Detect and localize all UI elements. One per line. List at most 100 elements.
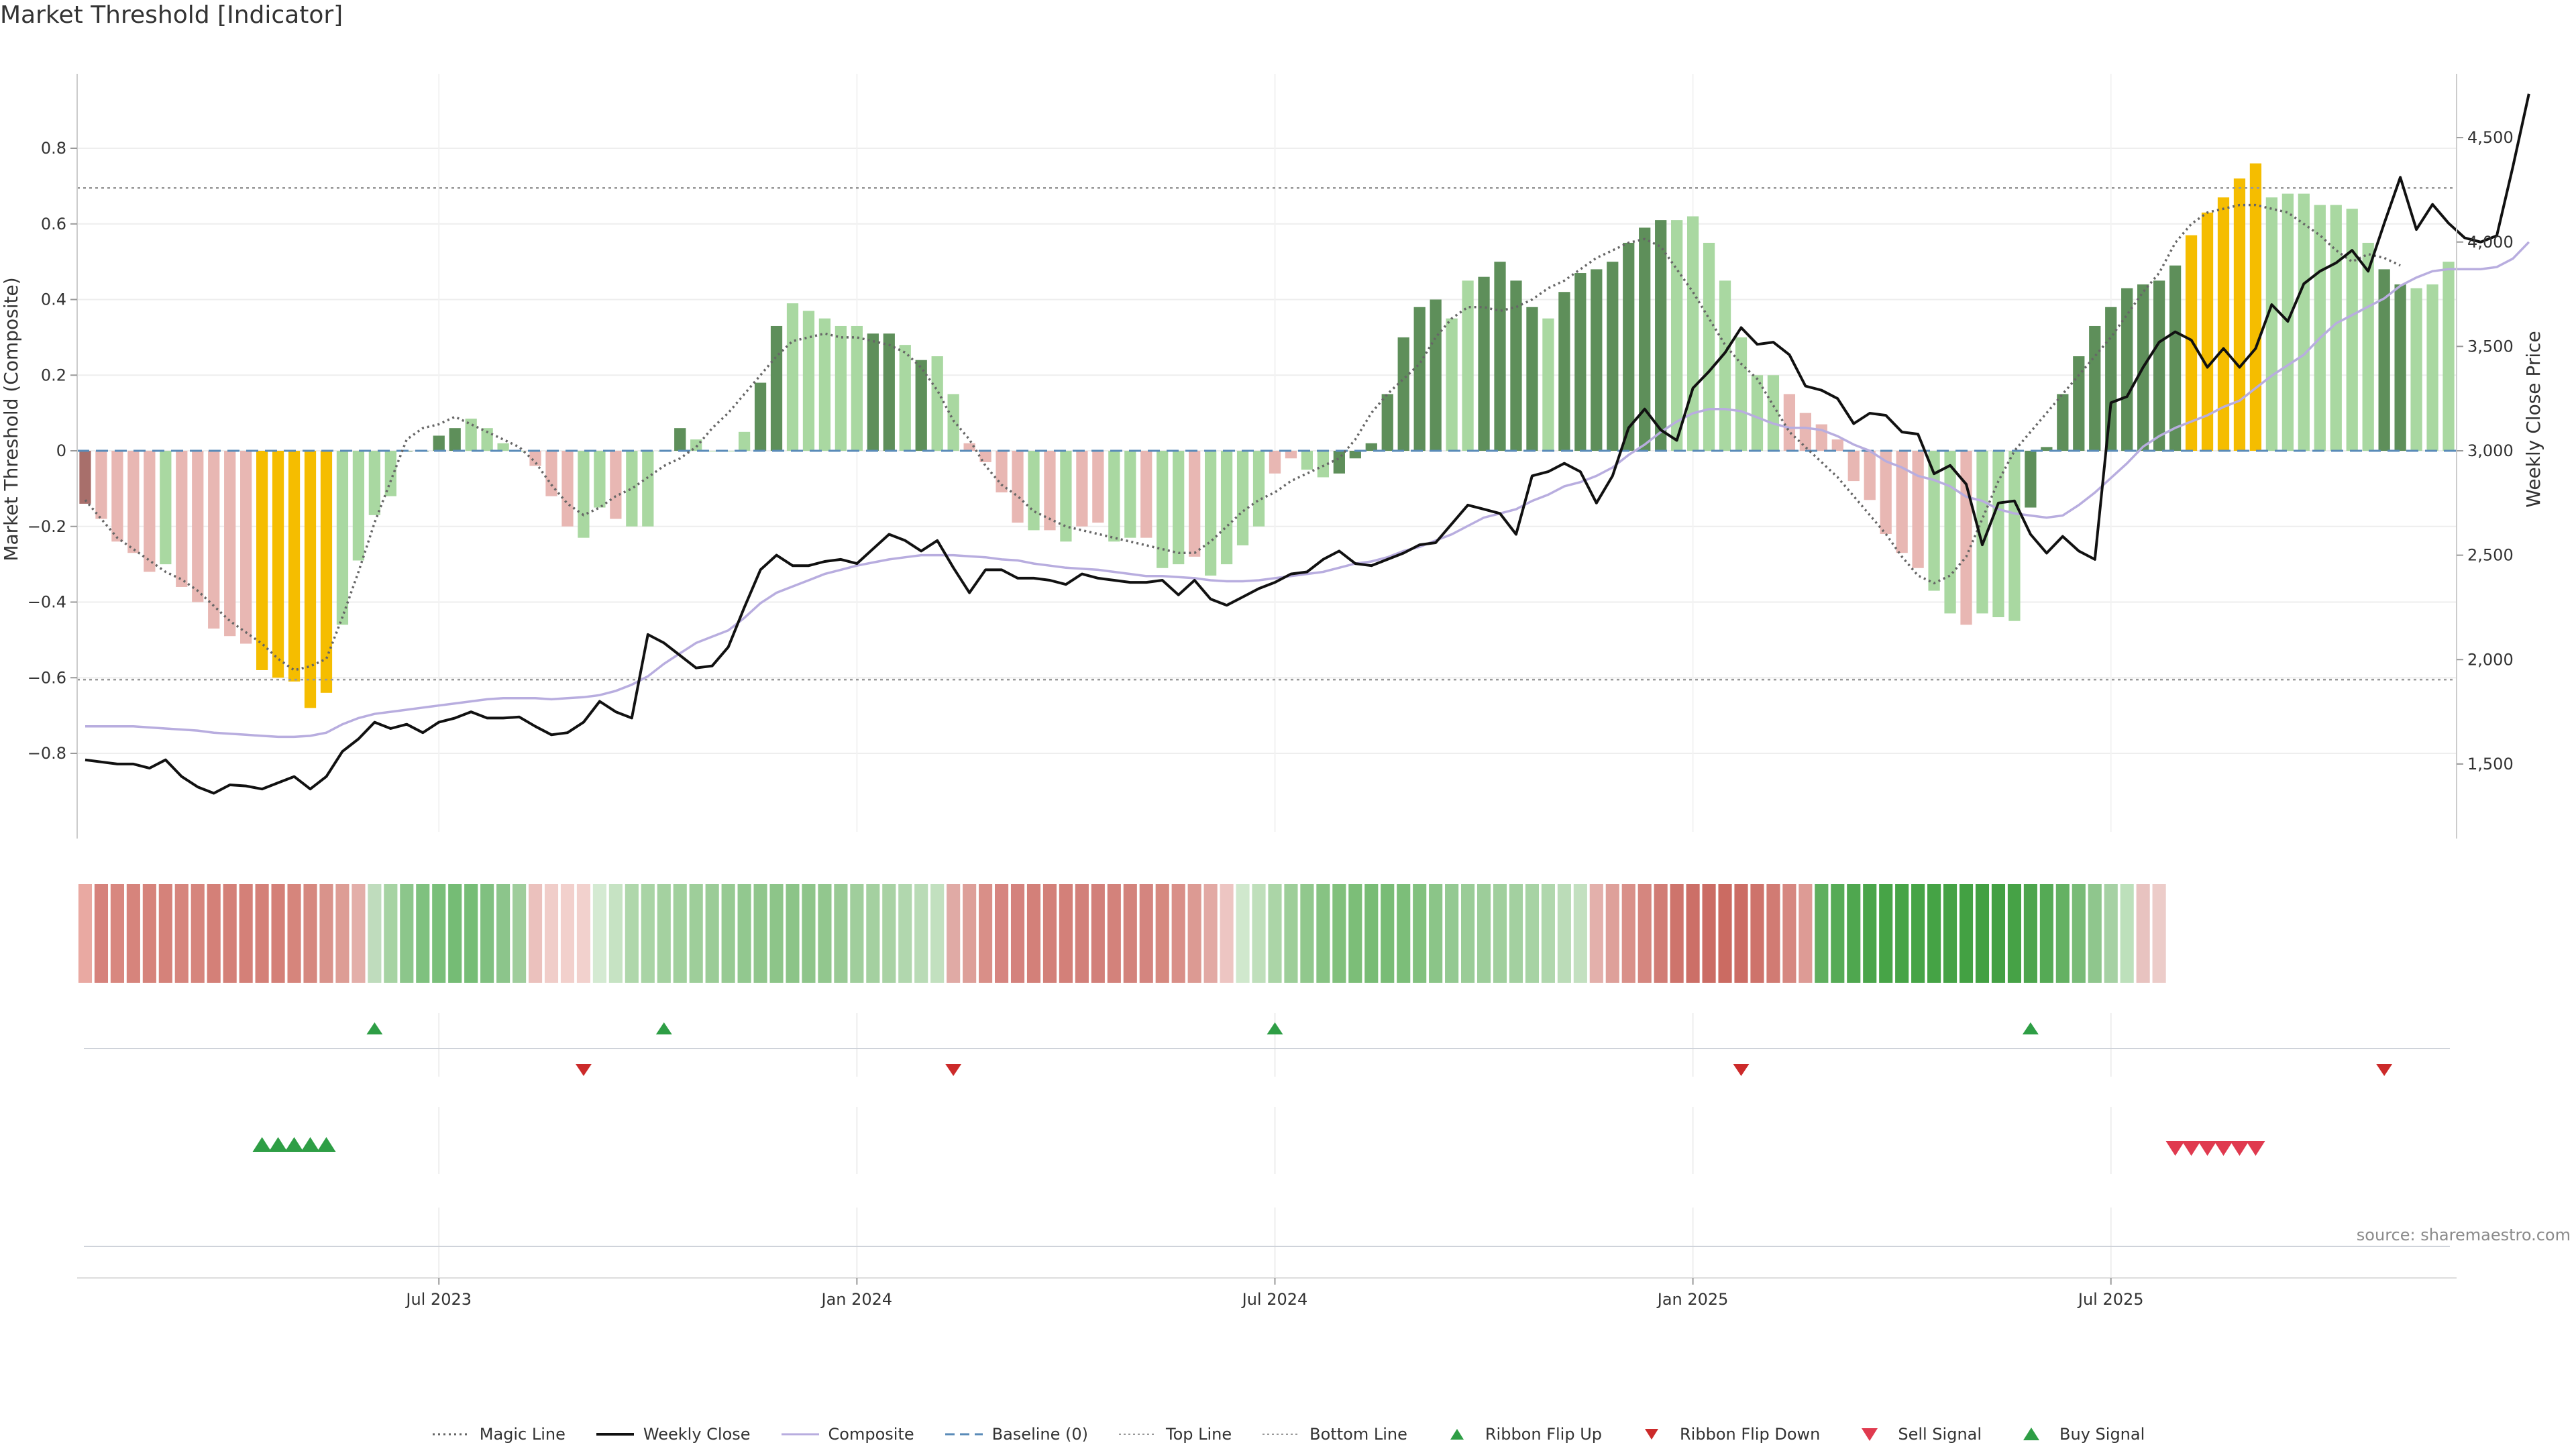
ribbon-cell — [1107, 884, 1121, 983]
ribbon-cell — [368, 884, 382, 983]
composite-bar — [497, 443, 509, 451]
composite-bar — [2265, 197, 2278, 451]
ribbon-cell — [1493, 884, 1507, 983]
legend-label: Buy Signal — [2059, 1425, 2145, 1444]
y2-tick-label: 4,000 — [2467, 233, 2514, 252]
indicator-lines — [77, 93, 2530, 795]
composite-bar — [610, 451, 622, 519]
legend-item-magic: Magic Line — [431, 1425, 566, 1444]
ribbon-cell — [2007, 884, 2021, 983]
ribbon-flip-up-marker — [2022, 1022, 2039, 1034]
ribbon-cell — [689, 884, 703, 983]
composite-bar — [224, 451, 236, 637]
ribbon-cell — [769, 884, 784, 983]
y2-tick-label: 2,500 — [2467, 546, 2514, 565]
ribbon-cell — [1348, 884, 1362, 983]
ribbon-cell — [1815, 884, 1829, 983]
ribbon-cell — [1139, 884, 1153, 983]
composite-bar — [931, 356, 943, 451]
x-tick-label: Jul 2023 — [405, 1290, 472, 1309]
composite-bar — [1928, 451, 1940, 591]
y2-tick-label: 3,500 — [2467, 337, 2514, 356]
legend-baseline-swatch — [944, 1427, 984, 1442]
composite-bar — [272, 451, 284, 678]
ribbon-cell — [1734, 884, 1748, 983]
ribbon-cell — [979, 884, 993, 983]
ribbon-cell — [1042, 884, 1057, 983]
composite-bar — [79, 451, 91, 504]
ribbon-cell — [1863, 884, 1877, 983]
ribbon-cell — [641, 884, 655, 983]
ribbon-cell — [174, 884, 189, 983]
composite-bar — [2330, 205, 2342, 451]
ribbon-cell — [432, 884, 446, 983]
composite-bar — [690, 439, 702, 451]
triangle-up-icon — [2011, 1427, 2051, 1442]
ribbon-cell — [1509, 884, 1523, 983]
composite-bar — [144, 451, 156, 572]
composite-bar — [1751, 375, 1764, 451]
ribbon-cell — [1300, 884, 1314, 983]
composite-bar — [578, 451, 590, 538]
y2-tick-label: 3,000 — [2467, 441, 2514, 460]
ribbon-cell — [1702, 884, 1716, 983]
composite-bar — [1510, 280, 1522, 451]
legend-label: Weekly Close — [643, 1425, 751, 1444]
composite-bar — [2410, 288, 2422, 451]
ribbon-cell — [898, 884, 912, 983]
composite-bar — [1799, 413, 1811, 451]
legend-item-flipup: Ribbon Flip Up — [1437, 1425, 1602, 1444]
ribbon-cell — [866, 884, 880, 983]
legend-item-composite: Composite — [780, 1425, 914, 1444]
composite-bar — [368, 451, 381, 515]
ribbon-cell — [94, 884, 109, 983]
ribbon-cell — [1670, 884, 1684, 983]
ribbon-cell — [721, 884, 735, 983]
composite-bar — [770, 325, 783, 451]
ribbon-cell — [1010, 884, 1025, 983]
legend-label: Ribbon Flip Down — [1680, 1425, 1821, 1444]
composite-bar — [2169, 265, 2182, 451]
composite-bar — [1864, 451, 1876, 500]
composite-bar — [1639, 227, 1651, 451]
composite-bar — [1847, 451, 1860, 482]
ribbon-cell — [1766, 884, 1780, 983]
buy-signal-marker — [268, 1137, 288, 1152]
legend-label: Ribbon Flip Up — [1485, 1425, 1602, 1444]
buy-signal-marker — [301, 1137, 320, 1152]
ribbon-cell — [705, 884, 719, 983]
ribbon-cell — [1252, 884, 1266, 983]
composite-line — [85, 241, 2530, 739]
composite-bar — [2008, 451, 2021, 621]
composite-bar — [208, 451, 220, 629]
ribbon-cell — [1799, 884, 1813, 983]
y2-tick-label: 2,000 — [2467, 650, 2514, 669]
composite-bar — [1462, 280, 1474, 451]
composite-bar — [738, 431, 751, 451]
ribbon-cell — [2088, 884, 2102, 983]
y2-axis-label: Weekly Close Price — [2522, 331, 2544, 507]
composite-bar — [1735, 337, 1748, 451]
legend: Magic Line Weekly Close Composite Baseli… — [0, 1421, 2576, 1448]
legend-item-flipdown: Ribbon Flip Down — [1631, 1425, 1820, 1444]
composite-bar — [1558, 292, 1570, 451]
composite-bar — [899, 345, 911, 451]
composite-bar — [867, 333, 879, 451]
composite-bar — [674, 428, 686, 451]
ribbon-cell — [1927, 884, 1941, 983]
ribbon-flip-up-marker — [1267, 1022, 1283, 1034]
composite-bar — [2073, 356, 2085, 451]
ribbon-cell — [914, 884, 928, 983]
legend-composite-line-swatch — [780, 1427, 820, 1442]
composite-bar — [754, 382, 767, 451]
composite-bar — [384, 451, 396, 496]
ribbon-cell — [1203, 884, 1218, 983]
axes: 0.8 0.6 0.4 0.2 0 −0.2 −0.4 −0.6 −0.8 4,500 4,000 3… — [28, 74, 2514, 1309]
composite-bar — [2298, 193, 2310, 451]
ribbon-cell — [1187, 884, 1201, 983]
composite-bar — [545, 451, 557, 496]
ribbon-cell — [1381, 884, 1395, 983]
ribbon-flip-up-marker — [655, 1022, 672, 1034]
ribbon-cell — [673, 884, 687, 983]
composite-bar — [642, 451, 654, 527]
